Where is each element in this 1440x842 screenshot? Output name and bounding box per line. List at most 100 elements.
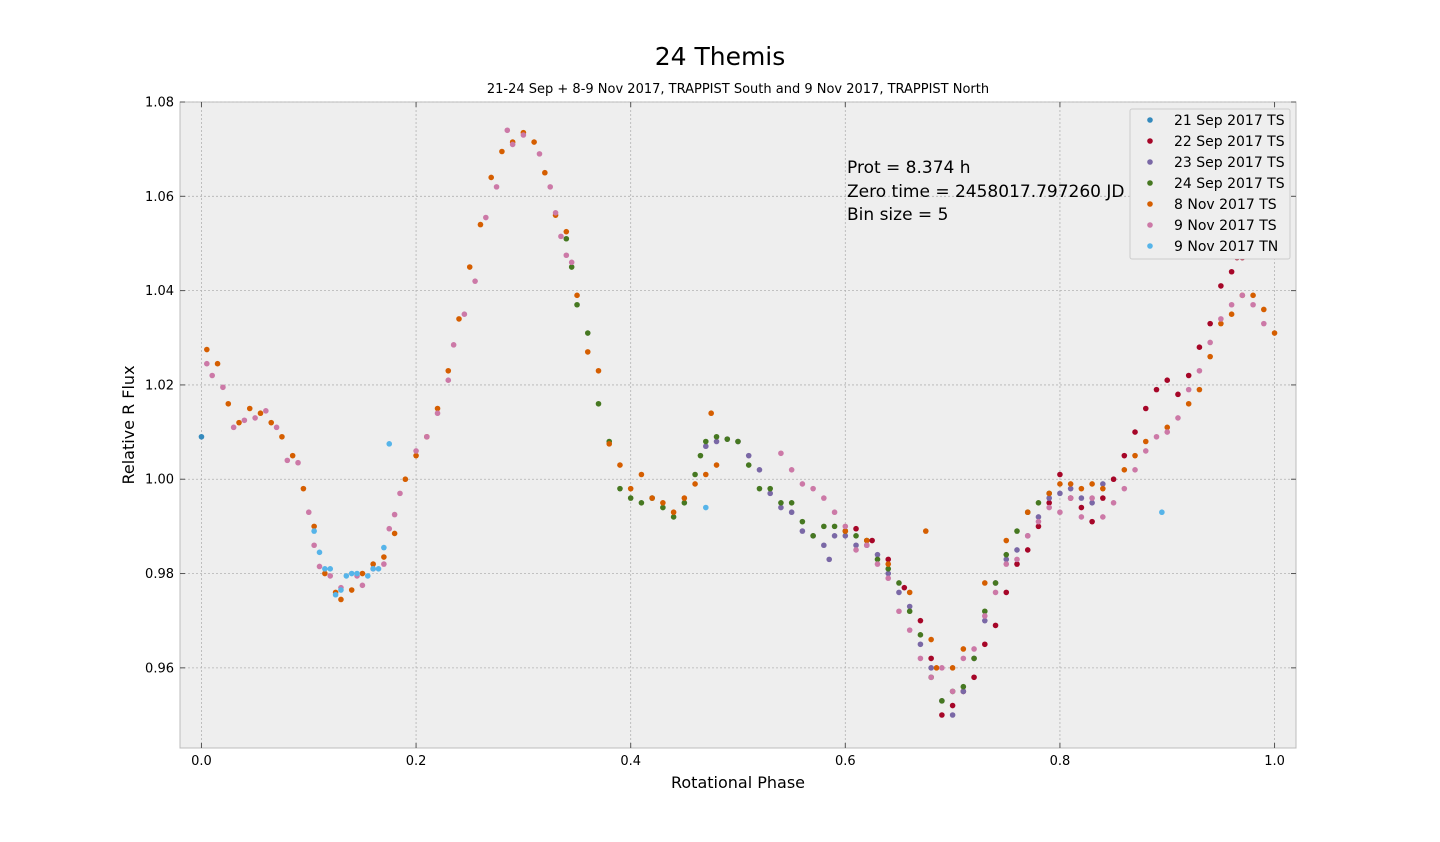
data-point-series-5 <box>1067 495 1074 501</box>
y-tick-label: 1.04 <box>145 284 174 299</box>
data-point-series-3 <box>627 495 634 501</box>
data-point-series-5 <box>1078 514 1085 520</box>
data-point-series-1 <box>1228 268 1235 275</box>
data-point-series-2 <box>1035 514 1042 520</box>
data-point-series-3 <box>756 485 763 492</box>
data-point-series-4 <box>933 665 940 671</box>
data-point-series-5 <box>391 511 398 518</box>
data-point-series-3 <box>810 533 816 539</box>
data-point-series-4 <box>1089 481 1095 487</box>
data-point-series-5 <box>874 561 881 567</box>
data-point-series-4 <box>617 462 623 468</box>
data-point-series-5 <box>493 184 500 190</box>
data-point-series-5 <box>842 523 849 530</box>
data-point-series-5 <box>552 210 559 216</box>
data-point-series-4 <box>1271 330 1278 336</box>
data-point-series-2 <box>928 665 934 671</box>
data-point-series-5 <box>939 665 945 671</box>
data-point-series-4 <box>708 410 714 417</box>
data-point-series-6 <box>348 570 355 577</box>
data-point-series-5 <box>778 450 784 457</box>
data-point-series-1 <box>939 712 945 718</box>
data-point-series-5 <box>960 655 967 662</box>
legend-marker <box>1147 117 1153 123</box>
data-point-series-5 <box>434 410 441 417</box>
data-point-series-2 <box>831 533 838 539</box>
data-point-series-5 <box>547 184 554 190</box>
data-point-series-5 <box>295 459 301 466</box>
data-point-series-5 <box>917 655 924 662</box>
data-point-series-4 <box>649 495 655 501</box>
data-point-series-1 <box>971 674 977 681</box>
data-point-series-4 <box>949 665 956 671</box>
data-point-series-5 <box>483 214 489 221</box>
data-point-series-1 <box>1185 372 1192 379</box>
data-point-series-4 <box>1228 311 1235 317</box>
data-point-series-5 <box>1261 320 1267 327</box>
data-point-series-5 <box>536 151 543 157</box>
data-point-series-3 <box>568 264 575 270</box>
data-point-series-3 <box>660 504 666 511</box>
data-point-series-3 <box>563 235 570 242</box>
data-point-series-5 <box>311 542 317 549</box>
data-point-series-4 <box>584 349 591 355</box>
data-point-series-5 <box>1014 556 1020 563</box>
data-point-series-5 <box>1089 495 1095 501</box>
x-tick-label: 0.6 <box>835 754 856 769</box>
x-tick-label: 0.4 <box>620 754 641 769</box>
data-point-series-1 <box>1003 589 1010 596</box>
data-point-series-4 <box>1003 537 1010 544</box>
data-point-series-2 <box>842 533 849 539</box>
y-tick-label: 0.98 <box>145 567 174 582</box>
data-point-series-3 <box>831 523 838 530</box>
data-point-series-2 <box>756 466 763 473</box>
legend-box <box>1129 108 1291 260</box>
data-point-series-4 <box>703 471 709 478</box>
data-point-series-5 <box>305 509 312 516</box>
data-point-series-4 <box>257 410 264 417</box>
data-point-series-5 <box>204 360 210 367</box>
data-point-series-5 <box>386 525 393 532</box>
data-point-series-1 <box>917 617 924 624</box>
data-point-series-1 <box>1121 452 1128 459</box>
data-point-series-2 <box>1089 500 1095 506</box>
data-point-series-3 <box>1035 500 1042 506</box>
data-point-series-5 <box>1207 339 1213 346</box>
y-tick-label: 1.00 <box>145 473 174 488</box>
data-point-series-3 <box>778 500 784 506</box>
data-point-series-5 <box>928 674 934 681</box>
data-point-series-4 <box>289 452 296 459</box>
data-point-series-1 <box>869 537 875 544</box>
data-point-series-4 <box>982 580 988 586</box>
data-point-series-4 <box>466 264 473 270</box>
data-point-series-2 <box>703 443 709 450</box>
data-point-series-5 <box>1057 509 1063 516</box>
data-points <box>198 127 1278 718</box>
data-point-series-3 <box>724 436 731 442</box>
data-point-series-5 <box>831 509 838 516</box>
data-point-series-4 <box>1078 485 1085 492</box>
legend-entry: 22 Sep 2017 TS <box>1174 134 1285 150</box>
data-point-series-5 <box>450 342 457 348</box>
legend: 21 Sep 2017 TS 22 Sep 2017 TS 23 Sep 2017 … <box>1129 108 1291 260</box>
data-point-series-1 <box>1153 386 1160 393</box>
data-point-series-4 <box>1261 306 1267 313</box>
data-point-series-2 <box>853 542 859 549</box>
legend-entry: 23 Sep 2017 TS <box>1174 155 1285 171</box>
data-point-series-5 <box>424 433 430 440</box>
data-point-series-1 <box>1164 377 1171 384</box>
data-point-series-5 <box>1110 500 1117 506</box>
data-point-series-4 <box>1057 481 1063 487</box>
data-point-series-3 <box>960 683 967 690</box>
data-point-series-5 <box>252 415 258 421</box>
data-point-series-5 <box>1175 415 1181 421</box>
annotation-box: Prot = 8.374 h Zero time = 2458017.79726… <box>847 158 1125 225</box>
data-point-series-4 <box>1067 481 1074 487</box>
data-point-series-6 <box>354 570 360 577</box>
data-point-series-5 <box>445 377 452 384</box>
data-point-series-1 <box>1207 320 1213 327</box>
data-point-series-5 <box>788 466 795 473</box>
data-point-series-2 <box>906 603 913 610</box>
data-point-series-4 <box>488 174 494 181</box>
